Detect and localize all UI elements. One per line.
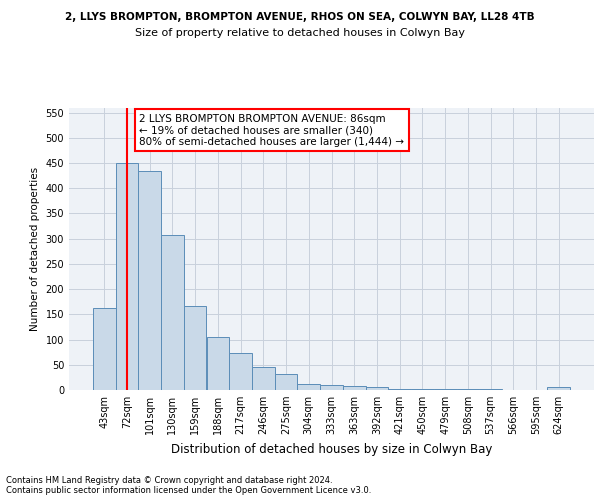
Bar xyxy=(298,384,320,390)
Text: Contains HM Land Registry data © Crown copyright and database right 2024.: Contains HM Land Registry data © Crown c… xyxy=(6,476,332,485)
Y-axis label: Number of detached properties: Number of detached properties xyxy=(30,166,40,331)
Bar xyxy=(343,386,365,390)
Bar xyxy=(365,388,388,390)
Bar xyxy=(411,389,434,390)
Bar xyxy=(320,385,343,390)
Bar xyxy=(93,308,116,390)
Bar xyxy=(116,163,139,390)
Bar xyxy=(252,368,275,390)
Text: 2, LLYS BROMPTON, BROMPTON AVENUE, RHOS ON SEA, COLWYN BAY, LL28 4TB: 2, LLYS BROMPTON, BROMPTON AVENUE, RHOS … xyxy=(65,12,535,22)
Bar xyxy=(161,235,184,390)
Text: Contains public sector information licensed under the Open Government Licence v3: Contains public sector information licen… xyxy=(6,486,371,495)
Text: 2 LLYS BROMPTON BROMPTON AVENUE: 86sqm
← 19% of detached houses are smaller (340: 2 LLYS BROMPTON BROMPTON AVENUE: 86sqm ←… xyxy=(139,114,404,147)
Bar xyxy=(275,374,298,390)
Bar xyxy=(388,389,411,390)
Bar xyxy=(184,306,206,390)
Bar xyxy=(229,352,252,390)
Bar xyxy=(139,170,161,390)
Bar xyxy=(547,388,570,390)
Text: Size of property relative to detached houses in Colwyn Bay: Size of property relative to detached ho… xyxy=(135,28,465,38)
Bar xyxy=(206,336,229,390)
X-axis label: Distribution of detached houses by size in Colwyn Bay: Distribution of detached houses by size … xyxy=(171,442,492,456)
